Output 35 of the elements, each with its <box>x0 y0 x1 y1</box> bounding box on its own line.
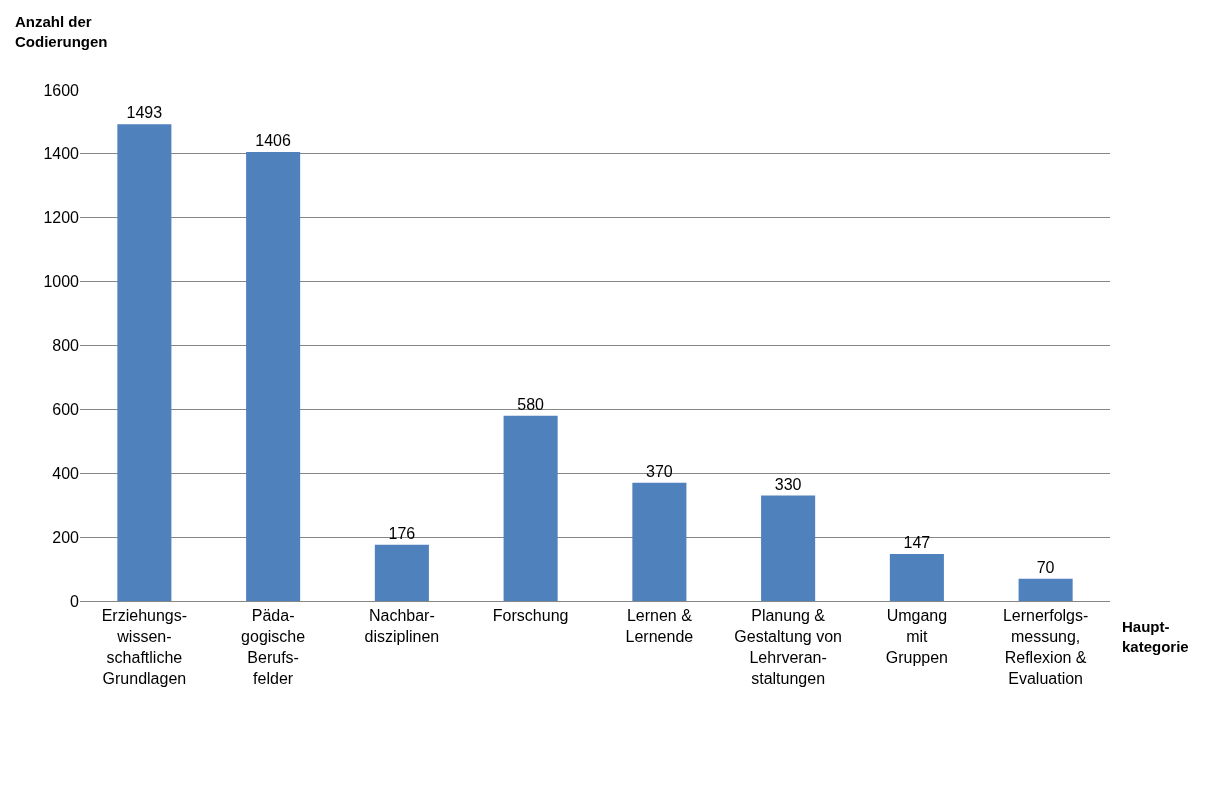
x-tick-label: Planung & Gestaltung von Lehrveran- staltungen <box>734 607 842 687</box>
data-label: 1493 <box>126 104 163 122</box>
bar <box>1018 578 1073 601</box>
data-label: 176 <box>388 524 416 542</box>
y-tick-label: 600 <box>52 400 80 418</box>
y-tick-label: 0 <box>70 592 80 610</box>
x-tick-label: Umgang mit Gruppen <box>885 607 949 666</box>
y-tick-label: 1000 <box>43 273 80 291</box>
data-label: 1406 <box>255 131 291 149</box>
data-label: 147 <box>903 534 931 552</box>
y-tick-label: 800 <box>52 337 80 355</box>
x-tick-label: Forschung <box>492 607 569 625</box>
bar <box>889 554 944 601</box>
y-tick-label: 1600 <box>43 81 80 99</box>
x-tick-label: Lernen & Lernende <box>625 607 694 645</box>
y-tick-label: 200 <box>52 528 80 546</box>
bar <box>246 151 301 601</box>
y-tick-label: 1400 <box>43 145 80 163</box>
bar <box>761 495 816 601</box>
data-label: 330 <box>774 475 802 493</box>
y-tick-label: 400 <box>52 464 80 482</box>
bar <box>374 544 429 601</box>
data-label: 580 <box>517 395 545 413</box>
data-label: 70 <box>1036 558 1055 576</box>
x-tick-label: Päda- gogische Berufs- felder <box>241 607 306 687</box>
x-tick-label: Erziehungs- wissen- schaftliche Grundlagen <box>101 607 188 687</box>
data-label: 370 <box>645 462 673 480</box>
x-tick-label: Lernerfolgs- messung, Reflexion & Evaluation <box>1002 607 1089 687</box>
x-axis-title: Haupt- kategorie <box>1122 618 1189 655</box>
bar <box>117 124 172 601</box>
y-tick-label: 1200 <box>43 209 80 227</box>
y-axis-title: Anzahl der Codierungen <box>15 13 108 50</box>
x-tick-label: Nachbar- disziplinen <box>364 607 440 645</box>
bar <box>503 415 558 601</box>
bar <box>632 482 687 601</box>
